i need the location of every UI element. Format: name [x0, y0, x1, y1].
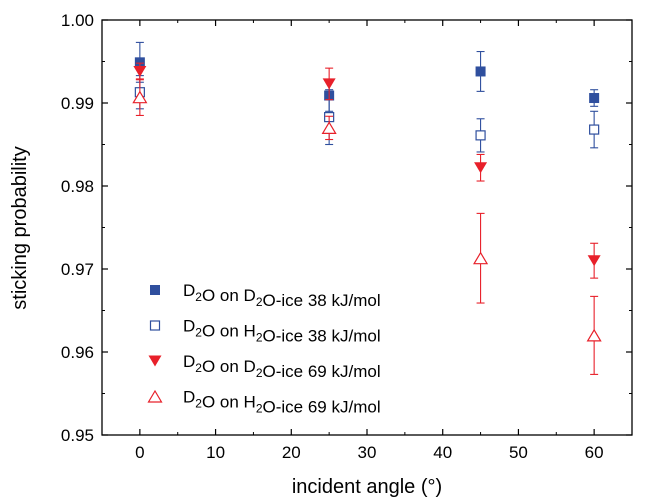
legend-text: O-ice 69 kJ/mol — [263, 362, 381, 381]
legend-label: D2O on D2O-ice 38 kJ/mol — [183, 281, 381, 310]
y-axis: 0.95 0.96 0.97 0.98 0.99 1.00 — [61, 11, 632, 445]
legend-subscript: 2 — [195, 361, 202, 375]
x-tick-label: 40 — [433, 443, 452, 462]
x-tick-label: 10 — [206, 443, 225, 462]
legend-item-3: D2O on D2O-ice 69 kJ/mol — [148, 352, 381, 381]
y-tick-label: 1.00 — [61, 11, 94, 30]
x-tick-label: 60 — [585, 443, 604, 462]
data-point — [473, 251, 489, 265]
legend-text: D — [183, 317, 195, 336]
x-axis-label: incident angle (°) — [292, 476, 442, 498]
legend-subscript: 2 — [256, 331, 263, 345]
y-tick-label: 0.96 — [61, 343, 94, 362]
x-axis: 0 10 20 30 40 50 60 — [135, 20, 604, 462]
legend-text: O-ice 38 kJ/mol — [263, 291, 381, 310]
legend-text: O on D — [202, 286, 256, 305]
series-1 — [134, 41, 600, 112]
data-series — [132, 41, 602, 375]
legend-label: D2O on D2O-ice 69 kJ/mol — [183, 352, 381, 381]
legend-text: O on D — [202, 357, 256, 376]
legend-subscript: 2 — [256, 295, 263, 309]
legend-item-4: D2O on H2O-ice 69 kJ/mol — [147, 388, 381, 417]
legend-item-1: D2O on D2O-ice 38 kJ/mol — [150, 281, 381, 310]
legend-text: D — [183, 281, 195, 300]
data-point — [475, 130, 486, 141]
data-point — [589, 124, 600, 135]
data-point — [321, 121, 337, 134]
series-2 — [134, 75, 600, 153]
legend-subscript: 2 — [195, 326, 202, 340]
data-point — [134, 57, 145, 68]
legend-subscript: 2 — [195, 290, 202, 304]
legend-label: D2O on H2O-ice 69 kJ/mol — [183, 388, 381, 417]
x-tick-label: 0 — [135, 443, 144, 462]
legend-item-2: D2O on H2O-ice 38 kJ/mol — [149, 317, 381, 346]
data-point — [587, 255, 601, 267]
legend-marker — [148, 355, 162, 367]
legend-text: O on H — [202, 393, 256, 412]
series-3 — [133, 62, 601, 279]
legend-marker — [150, 285, 160, 295]
legend-marker — [149, 320, 161, 331]
legend-subscript: 2 — [256, 402, 263, 416]
data-point — [132, 90, 148, 104]
data-point — [133, 65, 147, 77]
legend-text: D — [183, 352, 195, 371]
data-point — [322, 78, 336, 90]
legend-label: D2O on H2O-ice 38 kJ/mol — [183, 317, 381, 346]
data-point — [475, 66, 486, 77]
y-tick-label: 0.99 — [61, 94, 94, 113]
y-tick-label: 0.95 — [61, 426, 94, 445]
legend-text: D — [183, 388, 195, 407]
x-tick-label: 20 — [282, 443, 301, 462]
data-point — [589, 93, 600, 104]
x-tick-label: 30 — [358, 443, 377, 462]
y-tick-label: 0.98 — [61, 177, 94, 196]
legend-text: O-ice 69 kJ/mol — [263, 398, 381, 417]
y-axis-label: sticking probability — [9, 146, 31, 309]
legend-text: O on H — [202, 322, 256, 341]
data-point — [474, 162, 488, 174]
legend-subscript: 2 — [256, 366, 263, 380]
y-tick-label: 0.97 — [61, 260, 94, 279]
data-point — [586, 328, 602, 342]
legend-text: O-ice 38 kJ/mol — [263, 327, 381, 346]
legend-subscript: 2 — [195, 397, 202, 411]
legend-marker — [147, 389, 163, 403]
series-4 — [132, 78, 602, 375]
x-tick-label: 50 — [509, 443, 528, 462]
